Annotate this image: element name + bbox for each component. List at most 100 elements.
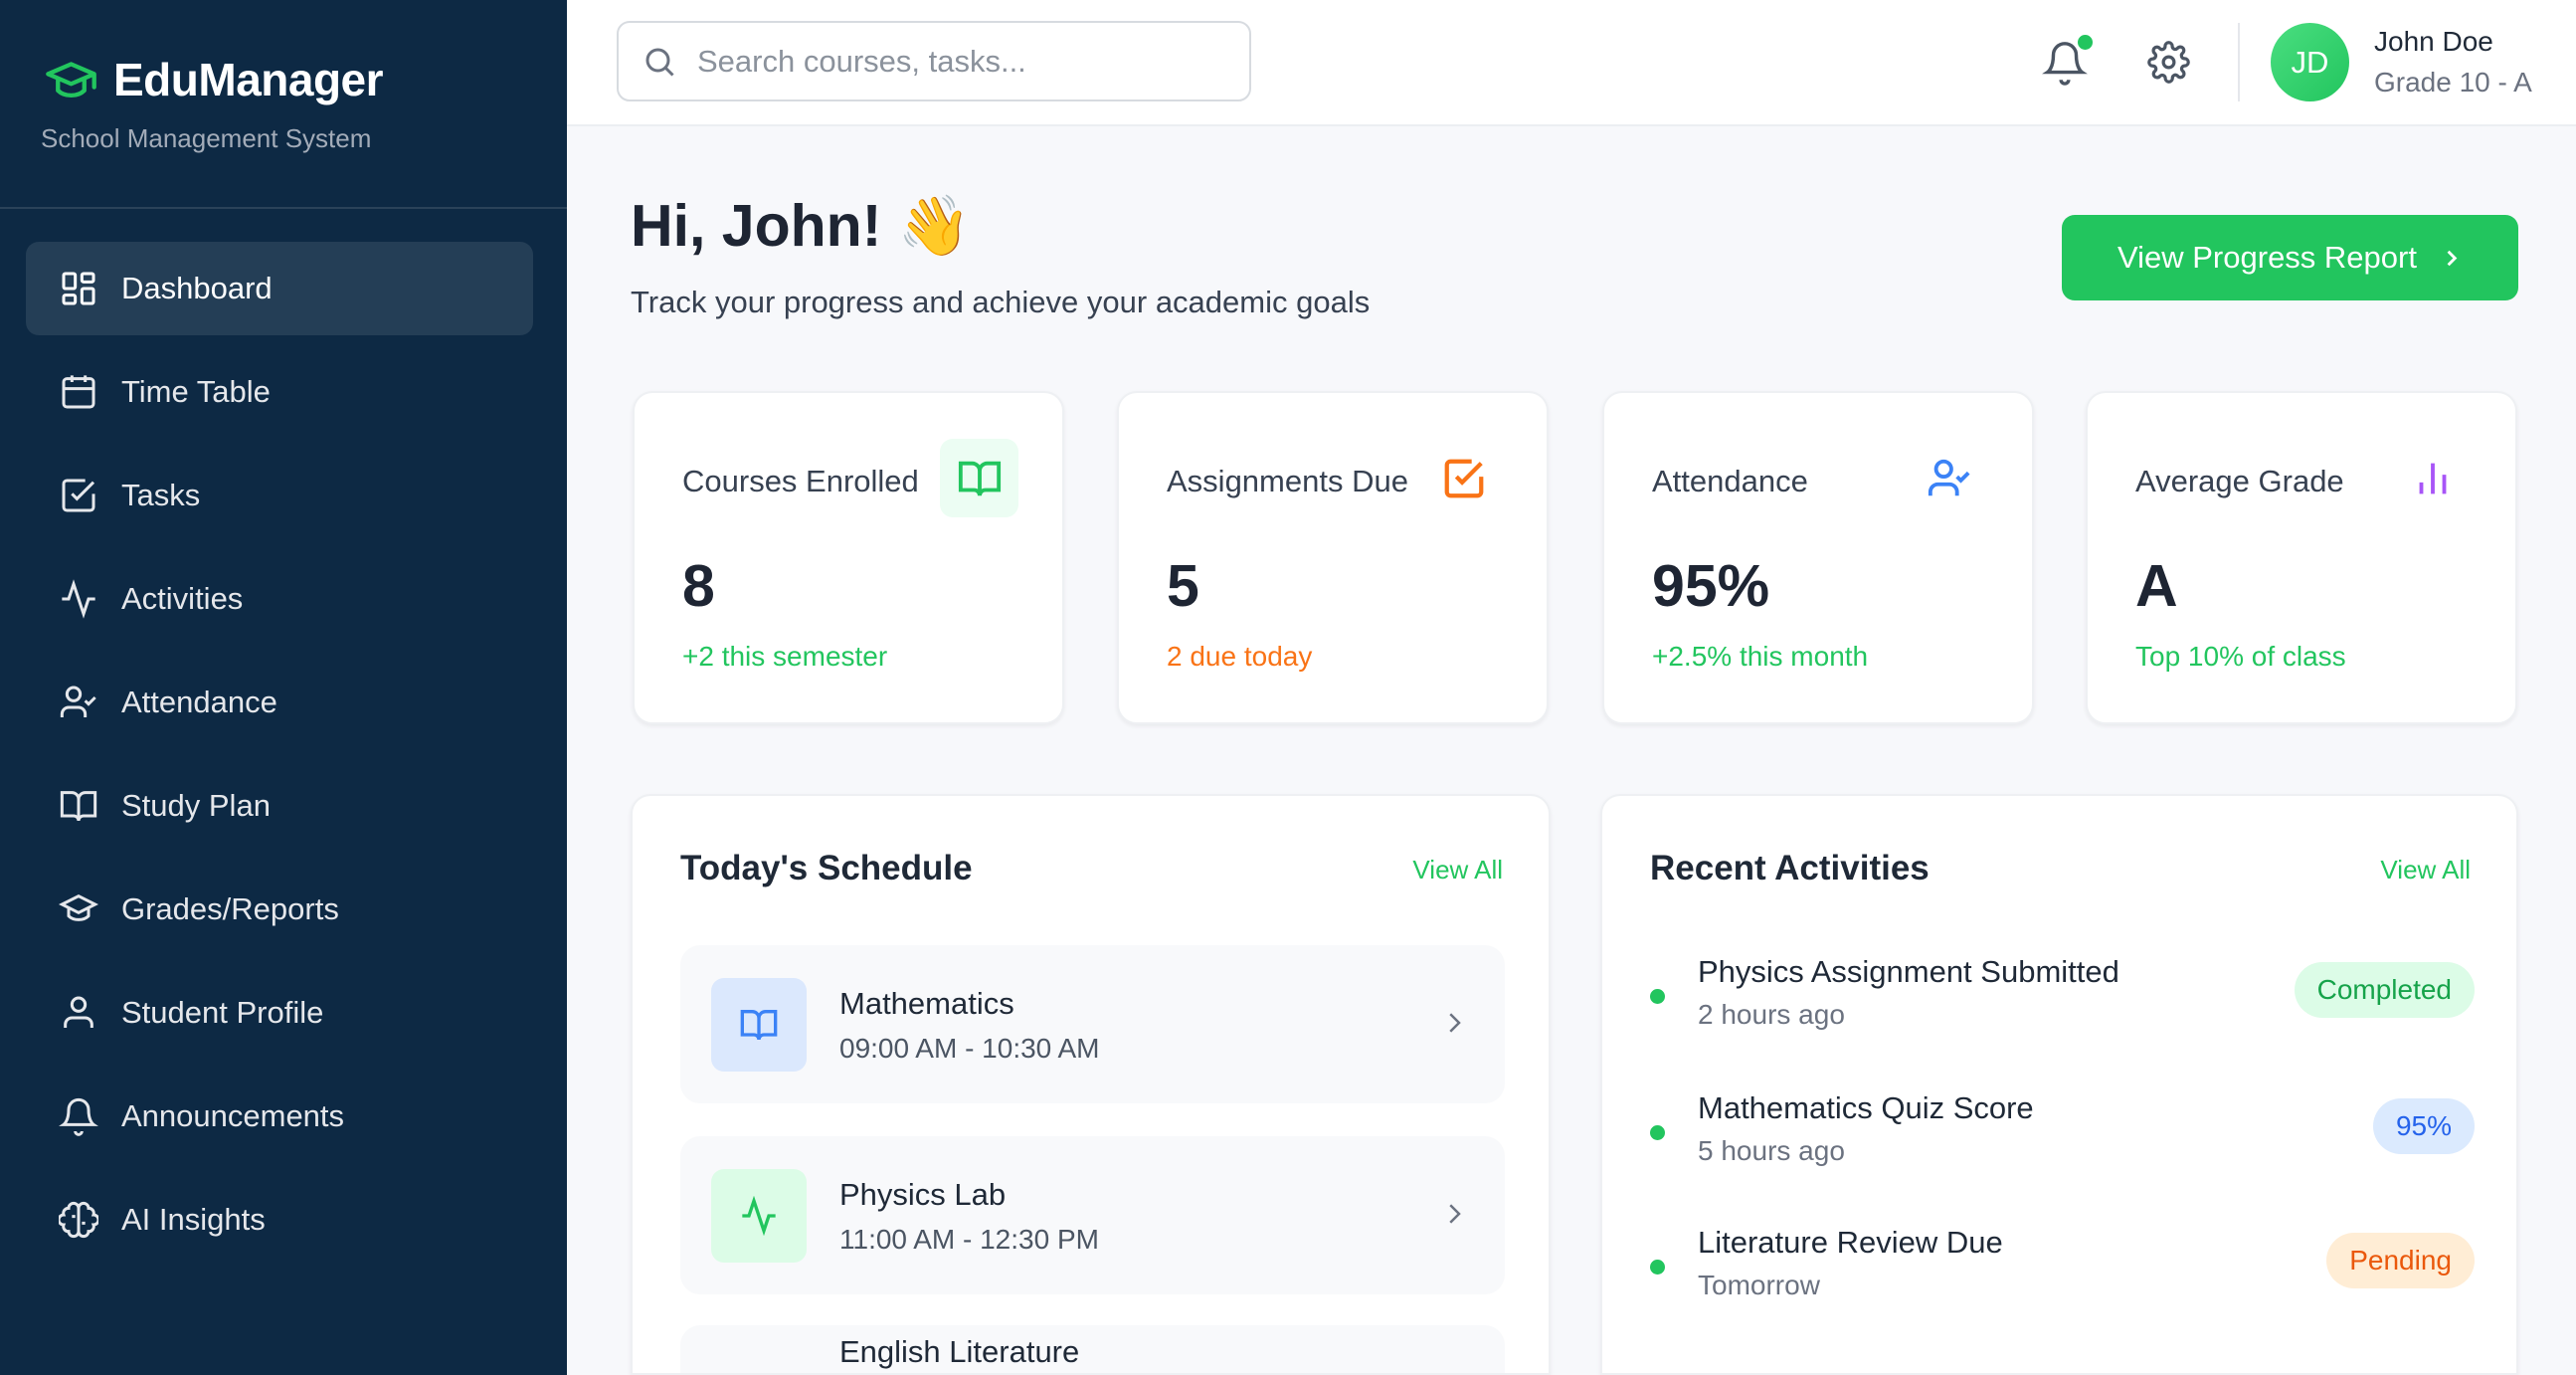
stat-label: Attendance — [1652, 464, 1808, 498]
schedule-item[interactable]: Physics Lab 11:00 AM - 12:30 PM — [680, 1136, 1505, 1294]
stat-value: 8 — [682, 553, 715, 619]
status-dot — [1650, 1125, 1665, 1140]
sidebar-item-label: Time Table — [121, 374, 271, 409]
stat-label: Assignments Due — [1167, 464, 1408, 498]
user-check-icon — [1910, 439, 1988, 517]
brain-icon — [59, 1201, 98, 1239]
stat-subtext: Top 10% of class — [2135, 641, 2346, 672]
schedule-title: Physics Lab — [839, 1177, 1007, 1212]
stat-card-attendance: Attendance 95% +2.5% this month — [1602, 391, 2034, 724]
stat-subtext: +2.5% this month — [1652, 641, 1869, 672]
sidebar-item-time-table[interactable]: Time Table — [26, 345, 533, 439]
schedule-view-all-link[interactable]: View All — [1412, 855, 1503, 884]
top-header: JD John Doe Grade 10 - A — [567, 0, 2576, 126]
divider — [0, 207, 567, 209]
schedule-title: Mathematics — [839, 986, 1014, 1021]
sidebar-item-ai-insights[interactable]: AI Insights — [26, 1173, 533, 1267]
user-name: John Doe — [2374, 26, 2493, 57]
user-check-icon — [60, 686, 96, 717]
activity-icon — [711, 1169, 807, 1263]
sidebar-item-study-plan[interactable]: Study Plan — [26, 759, 533, 853]
bell-icon — [2042, 42, 2088, 86]
schedule-time: 09:00 AM - 10:30 AM — [839, 1033, 1100, 1064]
activity-title: Physics Assignment Submitted — [1698, 954, 2119, 989]
panel-title: Today's Schedule — [680, 849, 973, 887]
sidebar-item-activities[interactable]: Activities — [26, 552, 533, 646]
status-badge: Pending — [2326, 1233, 2475, 1288]
user-grade: Grade 10 - A — [2374, 67, 2532, 98]
sidebar-item-tasks[interactable]: Tasks — [26, 449, 533, 542]
avatar[interactable]: JD — [2271, 23, 2349, 101]
activity-item: Mathematics Quiz Score 5 hours ago 95% — [1650, 1085, 2475, 1201]
sidebar-item-student-profile[interactable]: Student Profile — [26, 966, 533, 1060]
book-open-icon — [711, 978, 807, 1072]
settings-button[interactable] — [2147, 41, 2190, 89]
sidebar-item-label: Activities — [121, 581, 244, 616]
stat-subtext: 2 due today — [1167, 641, 1313, 672]
stat-label: Courses Enrolled — [682, 464, 919, 498]
schedule-item[interactable]: Mathematics 09:00 AM - 10:30 AM — [680, 945, 1505, 1103]
status-dot — [1650, 989, 1665, 1004]
recent-activities-panel: Recent Activities View All Physics Assig… — [1600, 794, 2518, 1375]
search-box[interactable] — [617, 21, 1251, 101]
stat-card-assignments: Assignments Due 5 2 due today — [1117, 391, 1549, 724]
graduation-cap-icon — [46, 62, 96, 98]
activity-item: Physics Assignment Submitted 2 hours ago… — [1650, 949, 2475, 1065]
bar-chart-icon — [2393, 439, 2472, 517]
activity-title: Literature Review Due — [1698, 1225, 2003, 1260]
sidebar-item-label: Study Plan — [121, 788, 271, 823]
greeting-text: Hi, John! — [631, 193, 882, 259]
wave-emoji: 👋 — [897, 193, 972, 259]
chevron-right-icon — [1449, 1013, 1461, 1033]
sidebar-item-label: Dashboard — [121, 271, 273, 305]
book-open-icon — [940, 439, 1018, 517]
sidebar-item-announcements[interactable]: Announcements — [26, 1070, 533, 1163]
stat-value: 5 — [1167, 553, 1199, 619]
sidebar-item-attendance[interactable]: Attendance — [26, 656, 533, 749]
sidebar-item-label: Tasks — [121, 478, 201, 512]
sidebar-item-label: AI Insights — [121, 1202, 266, 1237]
chevron-right-icon — [2447, 250, 2458, 266]
sidebar-item-dashboard[interactable]: Dashboard — [26, 242, 533, 335]
sidebar-item-label: Attendance — [121, 685, 277, 719]
layout-grid-icon — [62, 272, 95, 305]
app-subtitle: School Management System — [41, 123, 372, 153]
check-square-icon — [1424, 439, 1503, 517]
app-title: EduManager — [113, 54, 384, 105]
divider — [2238, 23, 2240, 101]
schedule-item[interactable]: English Literature — [680, 1325, 1505, 1373]
graduation-cap-icon — [59, 893, 98, 921]
calendar-icon — [62, 375, 95, 409]
sidebar-item-label: Grades/Reports — [121, 891, 339, 926]
gear-icon — [2147, 41, 2190, 84]
activity-time: Tomorrow — [1698, 1270, 1820, 1300]
stat-value: 95% — [1652, 553, 1770, 619]
stat-subtext: +2 this semester — [682, 641, 888, 672]
notifications-button[interactable] — [2042, 35, 2093, 91]
activity-title: Mathematics Quiz Score — [1698, 1090, 2034, 1125]
view-progress-report-button[interactable]: View Progress Report — [2062, 215, 2518, 300]
notification-dot — [2078, 35, 2093, 50]
sidebar: EduManager School Management System Dash… — [0, 0, 567, 1375]
stat-card-courses: Courses Enrolled 8 +2 this semester — [633, 391, 1064, 724]
sidebar-item-label: Announcements — [121, 1098, 345, 1133]
sidebar-item-label: Student Profile — [121, 995, 324, 1030]
bell-icon — [59, 1097, 98, 1136]
activities-view-all-link[interactable]: View All — [2380, 855, 2471, 884]
status-dot — [1650, 1260, 1665, 1275]
button-label: View Progress Report — [2117, 240, 2417, 275]
activity-icon — [62, 579, 95, 619]
activity-time: 2 hours ago — [1698, 999, 1845, 1030]
activity-time: 5 hours ago — [1698, 1135, 1845, 1166]
chevron-right-icon — [1449, 1204, 1461, 1224]
schedule-title: English Literature — [839, 1334, 1080, 1369]
check-square-icon — [62, 479, 95, 512]
stat-value: A — [2135, 553, 2178, 619]
page-subtitle: Track your progress and achieve your aca… — [631, 285, 1371, 319]
book-open-icon — [60, 791, 97, 822]
schedule-panel: Today's Schedule View All Mathematics 09… — [631, 794, 1551, 1375]
search-input[interactable] — [697, 43, 1224, 80]
stat-label: Average Grade — [2135, 464, 2344, 498]
sidebar-item-grades-reports[interactable]: Grades/Reports — [26, 863, 533, 956]
